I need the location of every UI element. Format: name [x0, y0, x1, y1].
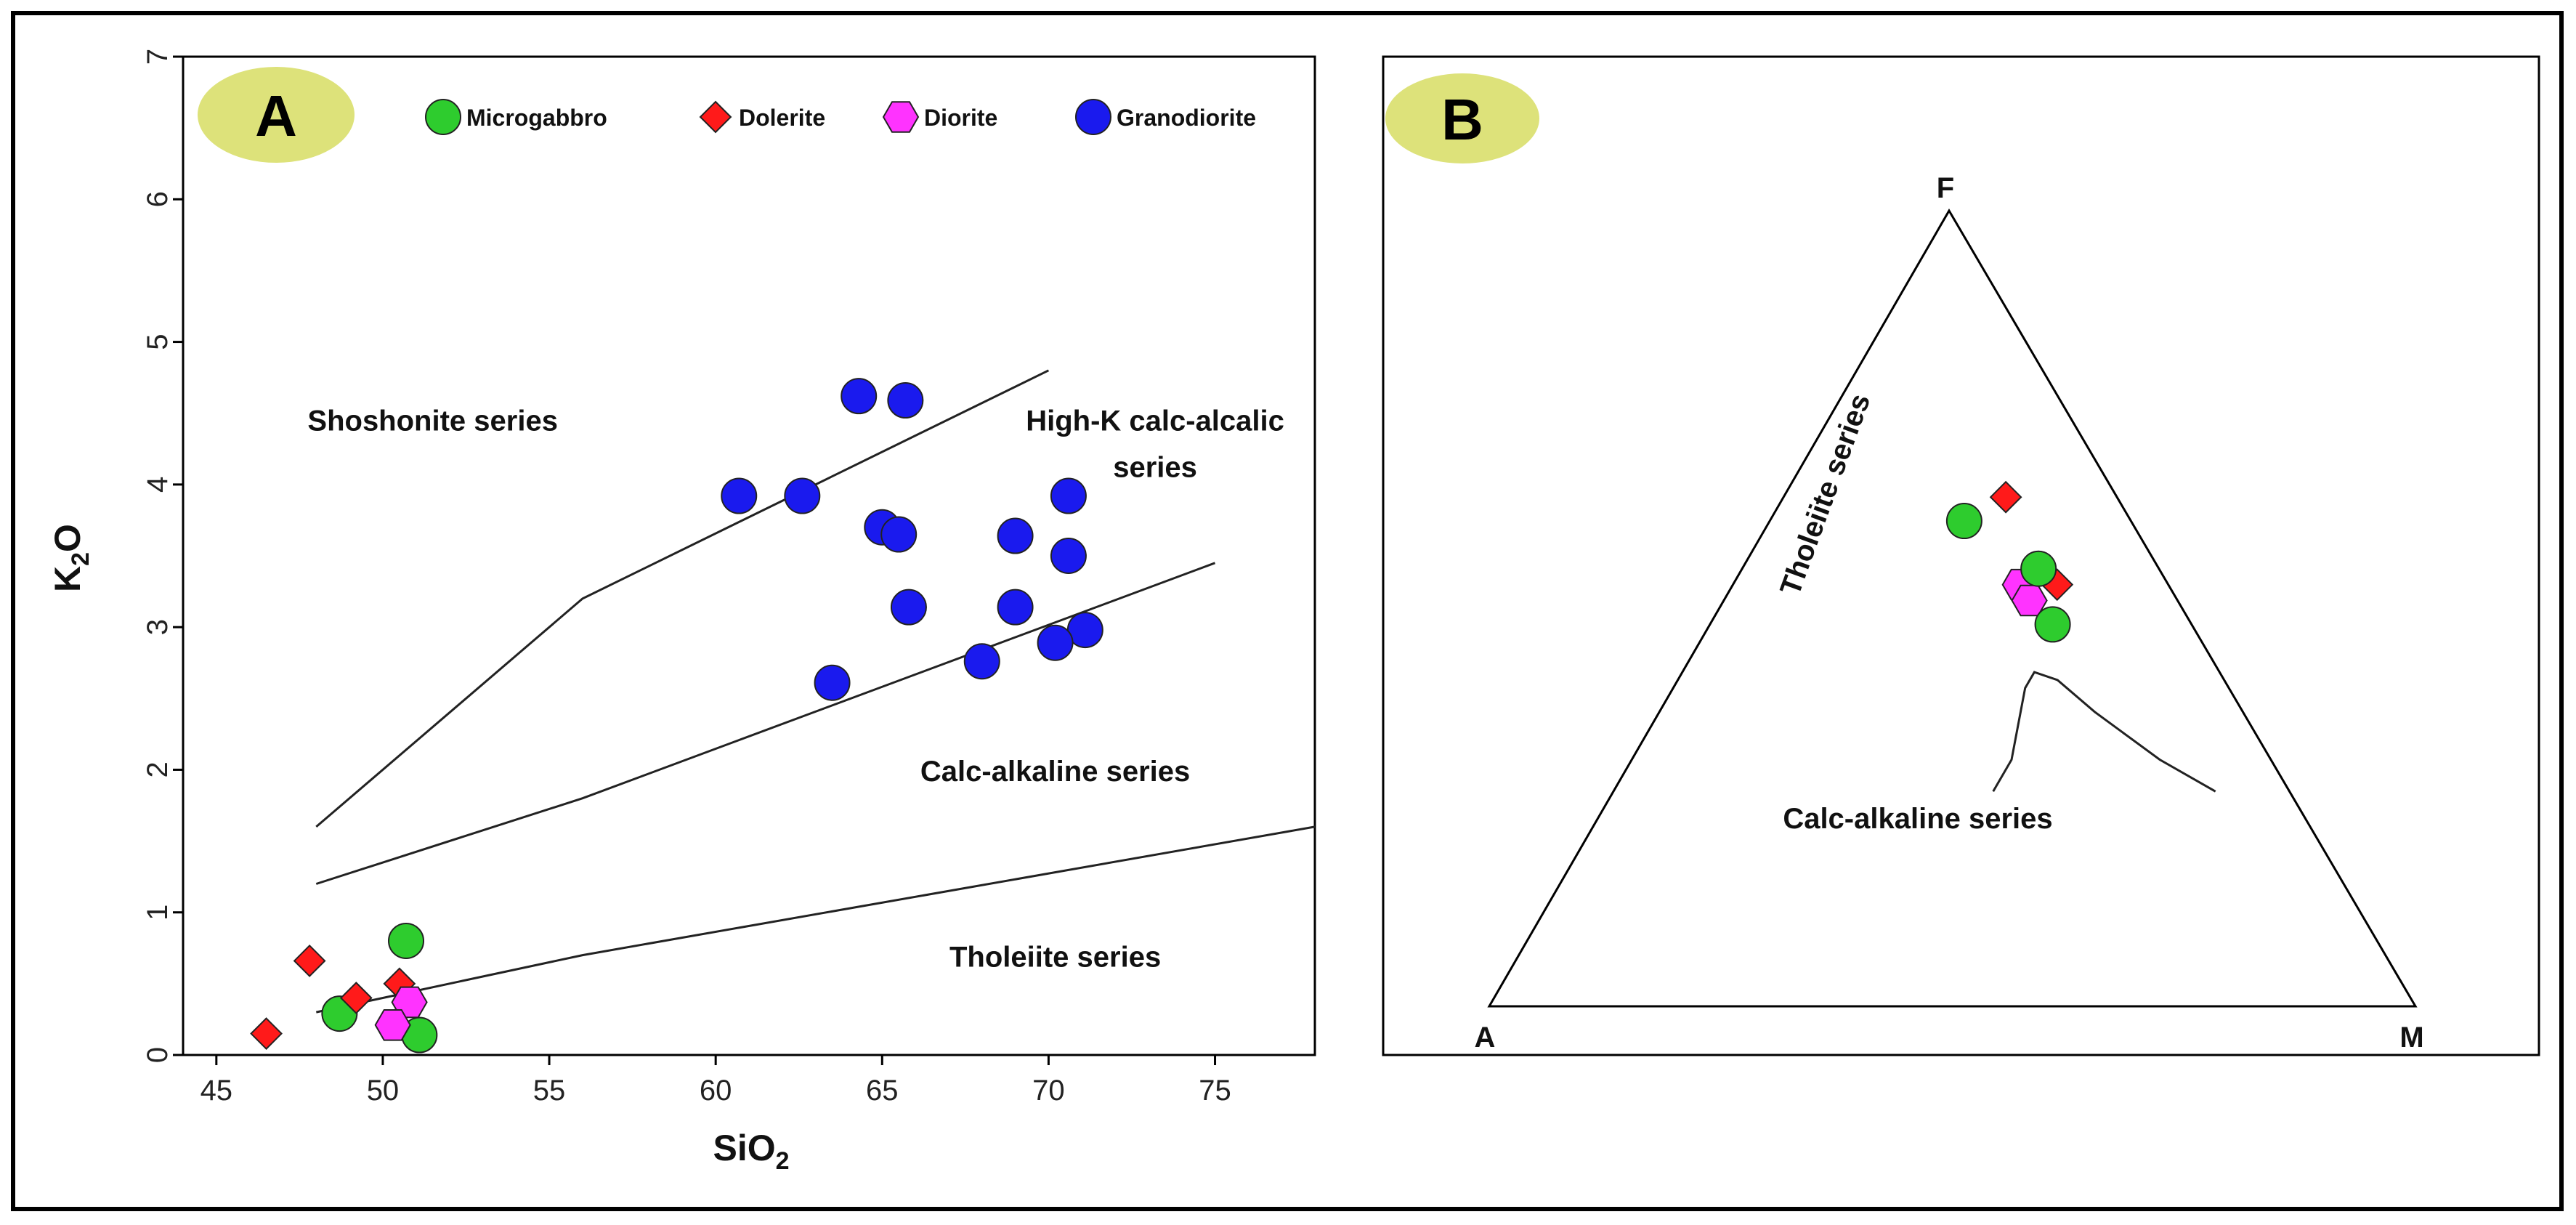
panel-a-region-labels: Shoshonite series High-K calc-alcalic seri… — [307, 405, 1284, 973]
legend-granodiorite-label: Granodiorite — [1117, 105, 1256, 131]
granodiorite-point — [784, 477, 821, 514]
panel-b-chart: B F A M Tholeiite series Calc-alkaline s… — [1382, 55, 2540, 1056]
panel-a-badge-label: A — [255, 84, 297, 148]
region-label: Tholeiite series — [949, 941, 1161, 973]
region-label-line: Calc-alkaline series — [920, 756, 1190, 788]
vertex-label-m: M — [2399, 1022, 2423, 1054]
y-tick-label: 3 — [142, 619, 174, 635]
granodiorite-point — [997, 517, 1034, 554]
granodiorite-point — [887, 382, 924, 419]
y-tick-label: 5 — [142, 333, 174, 349]
legend-dolerite-label: Dolerite — [739, 105, 825, 131]
diorite-point — [374, 1009, 411, 1041]
panel-a-legend: Microgabbro Dolerite Diorite Granodiorite — [425, 99, 1256, 135]
region-label: Calc-alkaline series — [920, 756, 1190, 788]
afm-triangle — [1487, 209, 2418, 1008]
region-label: Shoshonite series — [307, 405, 558, 437]
panel-a-points — [250, 378, 1103, 1054]
panel-b-points — [1945, 480, 2074, 643]
granodiorite-point — [1050, 477, 1087, 514]
y-tick-label: 7 — [142, 49, 174, 65]
vertex-label-a: A — [1475, 1022, 1496, 1054]
y-tick-label: 1 — [142, 905, 174, 921]
x-tick-label: 45 — [201, 1075, 233, 1107]
granodiorite-point — [1037, 624, 1074, 661]
dolerite-point — [250, 1017, 283, 1050]
high-k-boundary — [315, 562, 1216, 885]
vertex-label-f: F — [1937, 172, 1954, 204]
granodiorite-point — [963, 643, 1000, 680]
dolerite-point — [339, 982, 373, 1014]
x-tick-label: 50 — [367, 1075, 400, 1107]
y-tick-label: 6 — [142, 191, 174, 207]
legend-microgabbro-marker — [425, 99, 461, 135]
microgabbro-point — [388, 922, 425, 959]
region-label-line: Shoshonite series — [307, 405, 558, 437]
microgabbro-afm-point — [2034, 606, 2071, 643]
panel-b-frame — [1382, 55, 2540, 1056]
x-tick-label: 55 — [533, 1075, 566, 1107]
legend-microgabbro-label: Microgabbro — [466, 105, 607, 131]
y-tick-label: 0 — [142, 1047, 174, 1063]
calc-alkaline-series-label: Calc-alkaline series — [1783, 803, 2052, 835]
x-tick-label: 60 — [700, 1075, 732, 1107]
region-label-line: Tholeiite series — [949, 941, 1161, 973]
granodiorite-point — [841, 378, 878, 415]
granodiorite-point — [890, 589, 927, 626]
shoshonite-boundary — [315, 369, 1050, 828]
legend-diorite-marker — [882, 101, 920, 133]
legend-dolerite-marker — [699, 100, 732, 134]
region-label-line: High-K calc-alcalic — [1026, 405, 1284, 437]
panel-a-x-axis-title: SiO2 — [713, 1128, 789, 1175]
microgabbro-afm-point — [2020, 550, 2057, 587]
dolerite-point — [293, 945, 326, 977]
granodiorite-point — [1050, 538, 1087, 574]
region-label: High-K calc-alcalic series — [1026, 405, 1284, 483]
x-tick-label: 70 — [1032, 1075, 1065, 1107]
y-tick-label: 2 — [142, 761, 174, 777]
x-tick-label: 65 — [866, 1075, 899, 1107]
afm-boundary-line — [1992, 671, 2216, 793]
region-label-line: series — [1113, 451, 1197, 483]
granodiorite-point — [880, 516, 918, 553]
legend-granodiorite-marker — [1075, 99, 1111, 135]
dolerite-afm-point — [1989, 480, 2022, 514]
panel-a-badge — [198, 67, 355, 163]
afm-boundary-curve — [1992, 671, 2216, 793]
legend-diorite-label: Diorite — [924, 105, 997, 131]
granodiorite-point — [814, 664, 851, 701]
granodiorite-point — [721, 477, 758, 514]
y-tick-label: 4 — [142, 477, 174, 493]
panel-b-badge — [1385, 73, 1539, 163]
microgabbro-afm-point — [1945, 503, 1982, 540]
granodiorite-point — [997, 589, 1034, 626]
panel-a-chart: Shoshonite series High-K calc-alcalic seri… — [47, 49, 1316, 1175]
panel-a-plot-frame — [182, 55, 1316, 1056]
x-tick-label: 75 — [1199, 1075, 1231, 1107]
panel-a-y-axis-title: K2O — [47, 524, 94, 592]
panel-a-y-ticks: 0 1 2 3 4 5 6 7 — [142, 49, 183, 1063]
panel-a-x-ticks: 45 50 55 60 65 70 75 — [201, 1055, 1231, 1107]
panel-b-badge-label: B — [1441, 87, 1483, 152]
